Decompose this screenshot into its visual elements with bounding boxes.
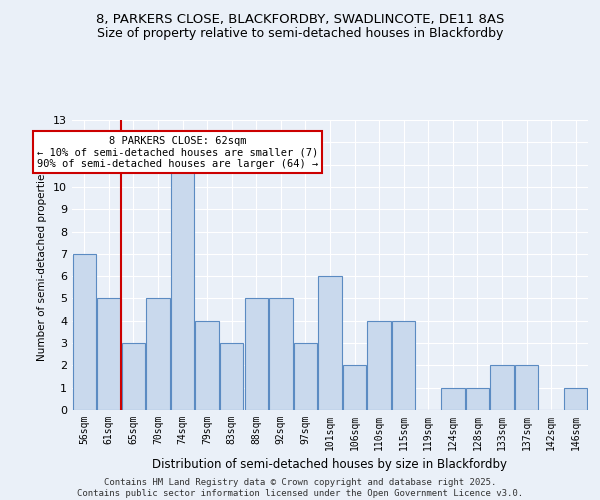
Y-axis label: Number of semi-detached properties: Number of semi-detached properties bbox=[37, 168, 47, 362]
Bar bbox=[367, 321, 391, 410]
Bar bbox=[122, 343, 145, 410]
Bar bbox=[245, 298, 268, 410]
Text: 8 PARKERS CLOSE: 62sqm
← 10% of semi-detached houses are smaller (7)
90% of semi: 8 PARKERS CLOSE: 62sqm ← 10% of semi-det… bbox=[37, 136, 318, 169]
Bar bbox=[97, 298, 121, 410]
Bar bbox=[564, 388, 587, 410]
Text: Size of property relative to semi-detached houses in Blackfordby: Size of property relative to semi-detach… bbox=[97, 28, 503, 40]
Bar bbox=[171, 164, 194, 410]
Bar bbox=[220, 343, 244, 410]
Bar bbox=[294, 343, 317, 410]
Bar bbox=[343, 366, 366, 410]
Bar bbox=[392, 321, 415, 410]
Bar bbox=[196, 321, 219, 410]
Text: Contains HM Land Registry data © Crown copyright and database right 2025.
Contai: Contains HM Land Registry data © Crown c… bbox=[77, 478, 523, 498]
Bar bbox=[515, 366, 538, 410]
X-axis label: Distribution of semi-detached houses by size in Blackfordby: Distribution of semi-detached houses by … bbox=[152, 458, 508, 471]
Bar bbox=[490, 366, 514, 410]
Bar bbox=[319, 276, 341, 410]
Bar bbox=[73, 254, 96, 410]
Bar bbox=[441, 388, 464, 410]
Bar bbox=[269, 298, 293, 410]
Bar bbox=[146, 298, 170, 410]
Text: 8, PARKERS CLOSE, BLACKFORDBY, SWADLINCOTE, DE11 8AS: 8, PARKERS CLOSE, BLACKFORDBY, SWADLINCO… bbox=[96, 12, 504, 26]
Bar bbox=[466, 388, 489, 410]
